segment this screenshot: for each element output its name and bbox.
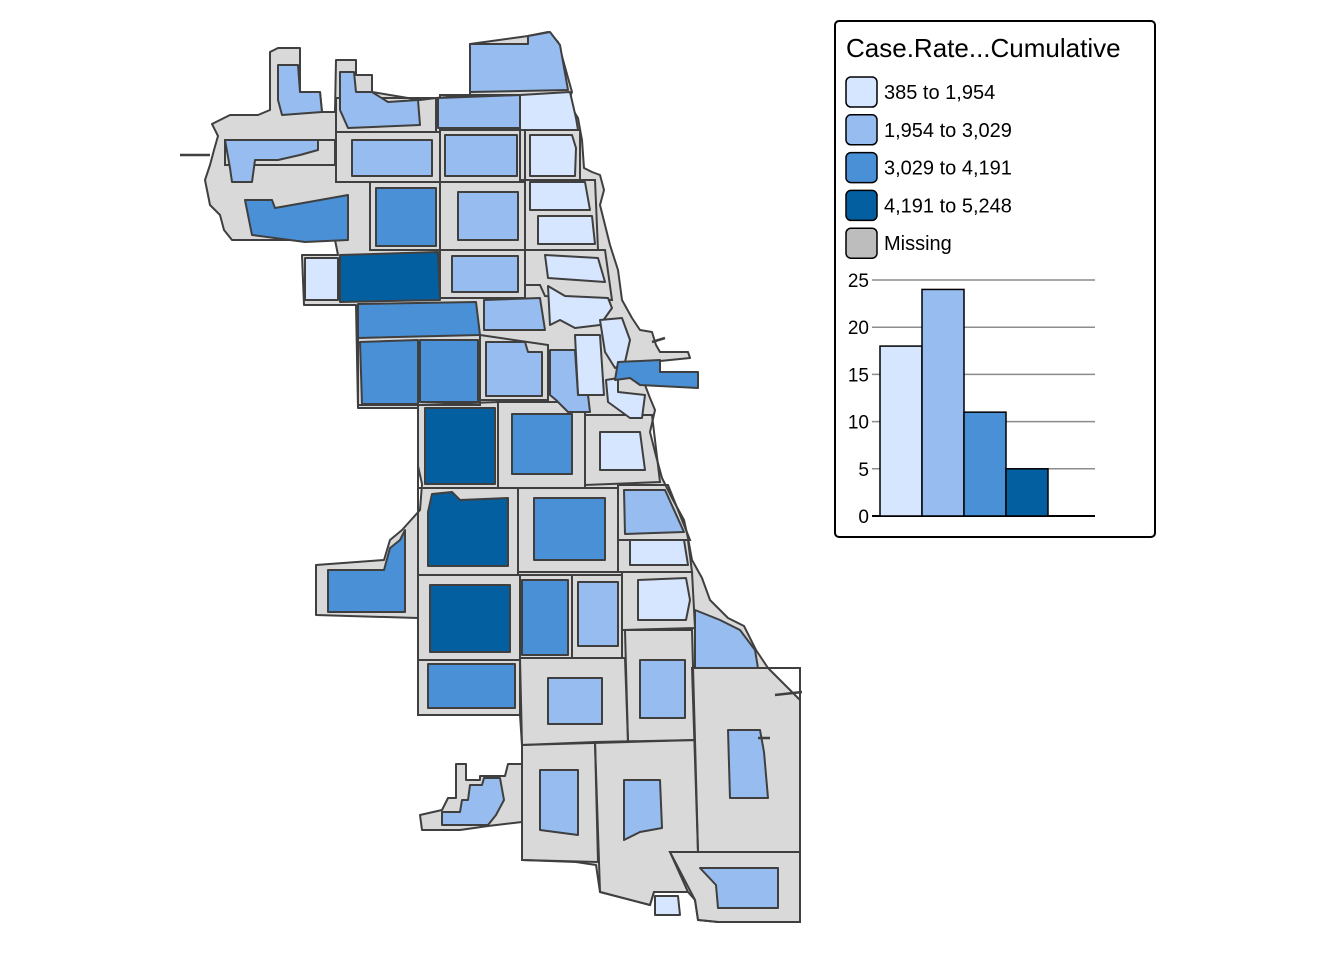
community-area <box>614 359 699 389</box>
community-area <box>483 297 546 331</box>
community-area <box>351 139 433 177</box>
community-area <box>339 251 441 303</box>
community-area <box>547 677 603 725</box>
community-area <box>457 191 519 241</box>
community-area <box>623 489 685 535</box>
community-area <box>639 659 686 719</box>
map-line-mark <box>774 690 803 697</box>
community-area <box>451 255 519 293</box>
legend-swatch <box>845 114 878 146</box>
map-colored-areas <box>224 31 779 916</box>
community-area <box>727 729 769 799</box>
area-border <box>417 659 521 716</box>
community-area <box>637 577 691 621</box>
area-border <box>593 738 700 907</box>
community-area <box>244 194 349 243</box>
legend-entries: 385 to 1,954 1,954 to 3,029 3,029 to 4,191… <box>845 76 1012 259</box>
legend-entry-label: 385 to 1,954 <box>884 82 995 104</box>
community-area <box>224 139 319 183</box>
histogram-bar <box>1005 468 1049 517</box>
legend-swatch <box>845 76 878 108</box>
histogram-bar <box>879 345 923 517</box>
community-area <box>544 254 606 283</box>
legend-swatch <box>845 227 878 259</box>
histogram-y-tick-label: 15 <box>848 365 869 386</box>
community-area <box>577 581 619 647</box>
community-area <box>539 769 579 836</box>
community-area <box>437 94 521 129</box>
map-line-marks <box>180 153 803 740</box>
histogram-y-tick-label: 25 <box>848 271 869 292</box>
area-border <box>617 484 692 541</box>
histogram-bar <box>921 288 965 517</box>
legend-histogram: 0 5 10 15 20 25 <box>848 271 1095 528</box>
area-border <box>668 851 801 923</box>
community-area <box>574 334 605 396</box>
community-area <box>427 663 516 709</box>
community-area <box>429 584 511 653</box>
map-legend: Case.Rate...Cumulative 385 to 1,954 1,954… <box>834 20 1156 538</box>
community-area <box>623 779 663 841</box>
community-area <box>654 895 681 916</box>
histogram-y-tick-label: 10 <box>848 413 869 434</box>
community-area <box>375 187 437 247</box>
community-area <box>521 579 569 656</box>
legend-title: Case.Rate...Cumulative <box>846 33 1121 63</box>
community-area <box>485 341 543 397</box>
legend-entry-label: Missing <box>884 233 952 255</box>
histogram-bar <box>963 411 1007 517</box>
community-area <box>694 609 759 669</box>
community-area <box>699 867 779 909</box>
community-area <box>537 215 596 245</box>
legend-swatch <box>845 151 878 184</box>
community-area <box>327 529 406 613</box>
legend-swatch <box>845 189 878 222</box>
community-area <box>357 301 481 339</box>
community-area <box>529 181 591 211</box>
legend-entry-label: 4,191 to 5,248 <box>884 195 1012 217</box>
community-area <box>533 497 606 561</box>
community-area <box>424 407 496 485</box>
community-area <box>359 339 419 405</box>
map-line-mark <box>651 336 666 344</box>
community-area <box>549 349 591 413</box>
community-area <box>427 491 509 567</box>
legend-entry-label: 3,029 to 4,191 <box>884 158 1012 180</box>
community-area <box>277 64 323 116</box>
community-area <box>339 71 421 129</box>
community-area <box>444 134 518 177</box>
area-border <box>524 249 614 302</box>
community-area <box>441 777 505 826</box>
community-area <box>419 339 479 403</box>
community-area <box>629 539 689 566</box>
histogram-y-tick-label: 20 <box>848 318 869 339</box>
map-area-borders <box>224 94 801 923</box>
legend-entry-label: 1,954 to 3,029 <box>884 120 1012 142</box>
community-area <box>469 31 569 93</box>
community-area <box>529 134 577 177</box>
histogram-y-tick-label: 5 <box>858 460 869 481</box>
community-area <box>599 431 646 471</box>
histogram-y-tick-label: 0 <box>858 507 869 528</box>
community-area <box>304 257 339 301</box>
community-area <box>519 91 579 131</box>
community-area <box>511 413 573 475</box>
